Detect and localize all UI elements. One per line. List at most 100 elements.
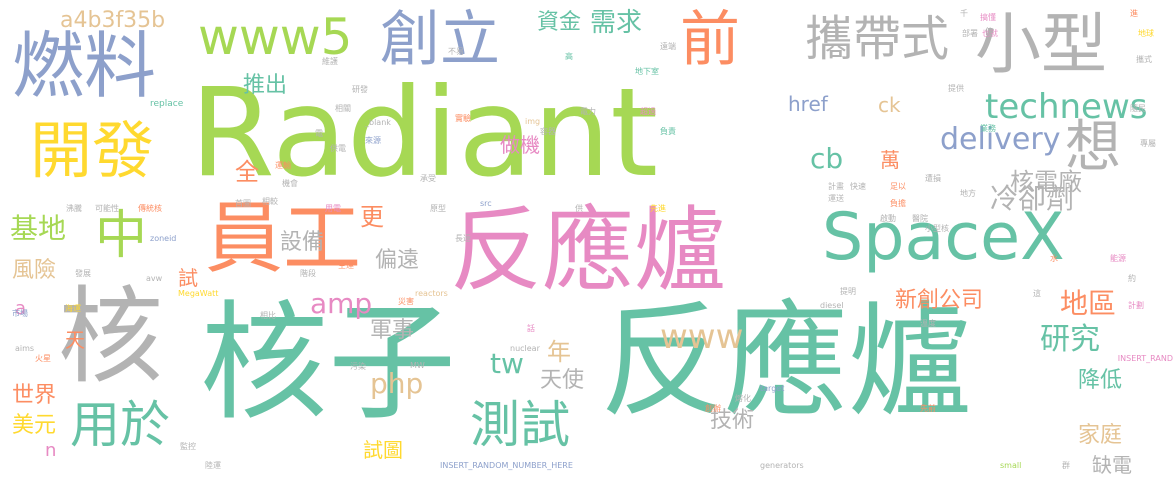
- cloud-word-cjk-34: 軍事: [370, 318, 415, 343]
- cloud-word-php-27: php: [370, 367, 424, 400]
- cloud-word-cjk-140: 先前: [920, 404, 936, 413]
- cloud-word-cjk-147: 陸運: [205, 461, 221, 470]
- cloud-word-ck-41: ck: [878, 93, 901, 117]
- cloud-word-cjk-1: 核子: [200, 289, 457, 438]
- cloud-word-cjk-9: 小型: [975, 6, 1107, 83]
- cloud-word-cjk-109: 醫院: [912, 214, 928, 223]
- cloud-word-cjk-16: 測試: [470, 396, 570, 454]
- cloud-word-cjk-132: 溫度: [920, 319, 936, 328]
- cloud-word-cjk-146: 群: [1062, 461, 1070, 470]
- cloud-word-cjk-21: 需求: [590, 8, 643, 38]
- cloud-word-cjk-106: 先進: [650, 204, 666, 213]
- cloud-word-cjk-32: 地區: [1060, 287, 1117, 320]
- cloud-word-cjk-136: 污染: [350, 362, 366, 371]
- cloud-word-cjk-99: 傳統核: [138, 204, 162, 213]
- cloud-word-cjk-97: 沸騰: [66, 204, 82, 213]
- cloud-word-www-20: www: [660, 317, 744, 357]
- cloud-word-cjk-22: 冷卻劑: [990, 182, 1075, 215]
- cloud-word-cjk-110: 小型核: [925, 224, 949, 233]
- cloud-word-cjk-87: 供電: [330, 144, 346, 153]
- cloud-word-cjk-72: 提供: [948, 84, 964, 93]
- cloud-word-cjk-12: 攜帶式: [805, 11, 950, 67]
- cloud-word-cjk-115: 約: [1128, 274, 1136, 283]
- cloud-word-img-79: img: [525, 117, 541, 126]
- cloud-word-cjk-70: 地下室: [635, 67, 659, 76]
- cloud-word-cjk-98: 可能性: [95, 204, 119, 213]
- cloud-word-cjk-96: 地方: [960, 189, 976, 198]
- cloud-word-cjk-49: 技術: [710, 408, 755, 433]
- cloud-word-cjk-68: 高: [565, 52, 573, 61]
- cloud-word-href-40: href: [788, 92, 828, 116]
- cloud-word-cjk-82: 電: [315, 129, 323, 138]
- cloud-word-cjk-102: 用電: [325, 204, 341, 213]
- cloud-word-cjk-66: 遠端: [660, 42, 676, 51]
- cloud-word-cjk-84: 負責: [660, 127, 676, 136]
- cloud-word-radiant-0: Radiant: [190, 62, 659, 204]
- cloud-word-nuclear-134: nuclear: [510, 344, 540, 353]
- cloud-word-cjk-81: 容器: [540, 127, 556, 136]
- cloud-word-cjk-60: 也就: [982, 29, 998, 38]
- cloud-word-cjk-74: 相關: [335, 104, 351, 113]
- cloud-word-cjk-101: 相較: [262, 197, 278, 206]
- cloud-word-cjk-83: 來源: [365, 136, 381, 145]
- cloud-word-cjk-33: 研究: [1040, 322, 1100, 357]
- cloud-word-cjk-118: 空運: [338, 261, 354, 270]
- cloud-word-cjk-77: 電力: [580, 107, 596, 116]
- cloud-word-cjk-17: 用於: [70, 396, 170, 454]
- cloud-word-cjk-14: 中: [95, 206, 148, 266]
- cloud-word-cjk-58: 千: [960, 9, 968, 18]
- cloud-word-cjk-42: 萬: [880, 148, 900, 172]
- cloud-word-cjk-43: 核電廠: [1010, 168, 1082, 196]
- cloud-word-cjk-51: 世界: [12, 383, 57, 408]
- cloud-word-target-138: target: [760, 384, 785, 393]
- cloud-word-cjk-53: 試圖: [363, 438, 403, 462]
- cloud-word-cjk-126: 市場: [12, 309, 28, 318]
- cloud-word-cjk-65: 使: [985, 27, 993, 36]
- cloud-word-cjk-50: 缺電: [1092, 453, 1132, 477]
- cloud-word-cjk-117: 階段: [300, 269, 316, 278]
- cloud-word-insert-random-number-here-143: INSERT_RANDOM_NUMBER_HERE: [440, 461, 573, 470]
- cloud-word-cjk-62: 進: [1130, 9, 1138, 18]
- cloud-word-insert-rand-135: INSERT_RAND: [1117, 354, 1173, 363]
- cloud-word-cjk-116: 發展: [75, 269, 91, 278]
- cloud-word-cjk-2: 反應爐: [600, 290, 973, 434]
- cloud-word-a4b3f35b-23: a4b3f35b: [60, 8, 166, 33]
- cloud-word-cjk-119: 這: [1033, 289, 1041, 298]
- cloud-word-delivery-19: delivery: [940, 122, 1061, 157]
- cloud-word-cjk-39: 做機: [500, 133, 540, 157]
- cloud-word-cjk-63: 不易: [448, 47, 464, 56]
- cloud-word-cjk-122: 災害: [398, 297, 414, 306]
- cloud-word-cjk-131: 話: [527, 324, 535, 333]
- cloud-word-cjk-6: 員工: [205, 194, 362, 284]
- cloud-word-cjk-71: 研發: [352, 85, 368, 94]
- cloud-word-cjk-47: 新創公司: [895, 288, 984, 313]
- cloud-word-diesel-124: diesel: [820, 301, 844, 310]
- cloud-word-tw-26: tw: [490, 347, 524, 380]
- cloud-word-cjk-67: 維護: [322, 57, 338, 66]
- cloud-word-avw-120: avw: [146, 274, 163, 283]
- cloud-word-cjk-90: 承受: [420, 174, 436, 183]
- cloud-word-cjk-127: 海運: [65, 304, 81, 313]
- cloud-word-cjk-29: 資金: [537, 10, 582, 35]
- cloud-word-amp-25: amp: [310, 287, 373, 320]
- cloud-word-small-145: small: [1000, 461, 1022, 470]
- cloud-word-cjk-37: 年: [547, 338, 571, 366]
- cloud-word-cjk-4: 核: [58, 276, 164, 398]
- cloud-word-cjk-107: 負擔: [890, 199, 906, 208]
- cloud-word-cjk-31: 風險: [12, 258, 57, 283]
- cloud-word-cjk-46: 設備: [280, 230, 325, 255]
- cloud-word-cjk-35: 降低: [1078, 368, 1123, 393]
- cloud-word-cjk-133: 火星: [35, 354, 51, 363]
- cloud-word-src-104: src: [480, 199, 492, 208]
- cloud-word-cjk-38: 偏遠: [375, 248, 420, 273]
- cloud-word-cjk-36: 家庭: [1078, 423, 1123, 448]
- cloud-word-n-57: n: [45, 440, 57, 461]
- cloud-word-cjk-92: 計畫: [828, 182, 844, 191]
- cloud-word-cjk-52: 美元: [12, 413, 57, 438]
- cloud-word-reactors-121: reactors: [415, 289, 448, 298]
- cloud-word-cjk-89: 機會: [282, 179, 298, 188]
- cloud-word-cjk-86: 專屬: [1140, 139, 1156, 148]
- cloud-word-mw-137: MW: [410, 361, 425, 370]
- cloud-word-cjk-10: 創立: [380, 5, 500, 75]
- cloud-word-cjk-11: 前: [680, 5, 740, 75]
